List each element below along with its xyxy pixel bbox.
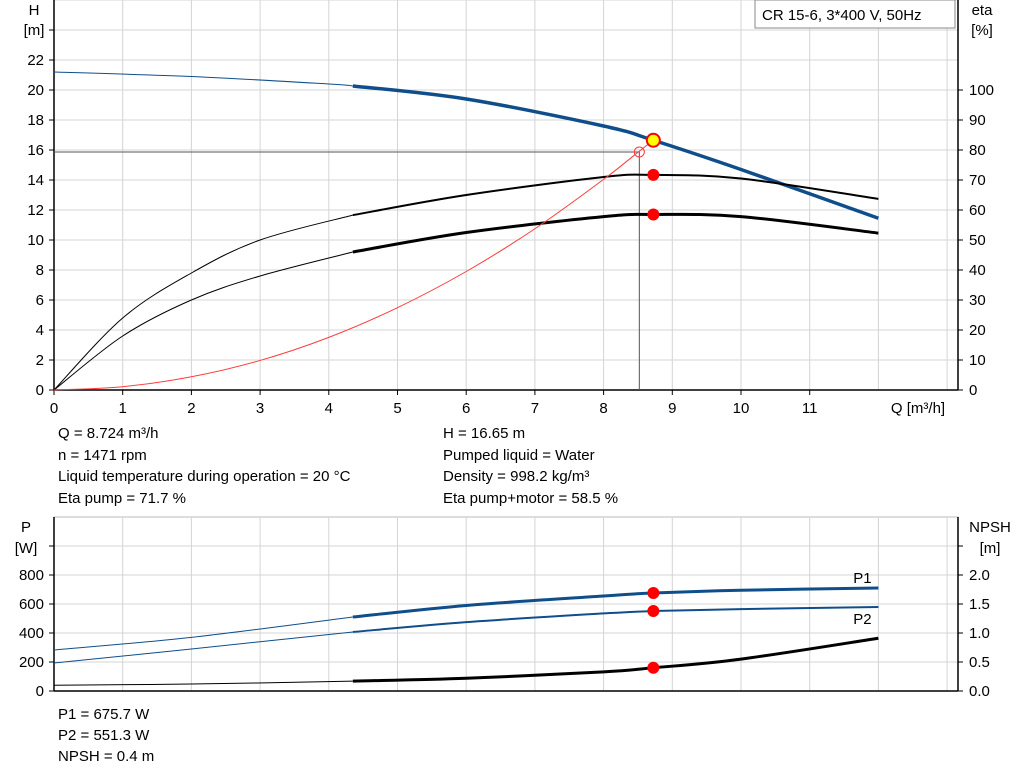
y-axis-unit: [W]	[15, 540, 38, 557]
npsh-curve-thin	[53, 680, 353, 686]
y2-tick-label: 0.0	[969, 683, 990, 700]
info-q: Q = 8.724 m³/h	[58, 425, 159, 442]
info-p1: P1 = 675.7 W	[58, 706, 150, 723]
info-eta-pump-motor: Eta pump+motor = 58.5 %	[443, 490, 619, 507]
y-tick-label: 0	[36, 683, 44, 700]
x-tick-label: 11	[802, 400, 818, 417]
p2-duty-marker	[647, 605, 660, 618]
x-tick-label: 3	[256, 400, 264, 417]
y-tick-label: 18	[27, 112, 44, 129]
eta-pump-curve-thin	[53, 214, 353, 391]
x-tick-label: 10	[733, 400, 750, 417]
y2-tick-label: 90	[969, 112, 986, 129]
y2-axis-unit: [%]	[971, 22, 993, 39]
x-tick-label: 2	[187, 400, 195, 417]
power-npsh-chart: 0 200 400 600 800 0.0 0.5 1.0 1.5 2.0 P [W] NPSH [m] P…	[15, 516, 1011, 700]
x-tick-label: 1	[119, 400, 127, 417]
p2-curve	[352, 606, 879, 633]
eta-pump-motor-duty-marker	[647, 208, 660, 221]
y2-tick-label: 20	[969, 322, 986, 339]
y-tick-label: 400	[19, 625, 44, 642]
y2-tick-label: 60	[969, 202, 986, 219]
info-density: Density = 998.2 kg/m³	[443, 468, 590, 485]
y-tick-label: 6	[36, 292, 44, 309]
y-tick-label: 2	[36, 352, 44, 369]
y-tick-label: 20	[27, 82, 44, 99]
y-tick-label: 22	[27, 52, 44, 69]
p1-label: P1	[853, 570, 871, 587]
y-axis-unit: [m]	[24, 22, 45, 39]
legend-box: CR 15-6, 3*400 V, 50Hz	[754, 0, 956, 29]
legend-title: CR 15-6, 3*400 V, 50Hz	[762, 7, 922, 24]
y2-tick-label: 100	[969, 82, 994, 99]
x-tick-label: 7	[531, 400, 539, 417]
info-temp: Liquid temperature during operation = 20…	[58, 468, 351, 485]
y2-tick-label: 70	[969, 172, 986, 189]
y2-tick-label: 0	[969, 382, 977, 399]
info-p2: P2 = 551.3 W	[58, 727, 150, 744]
y-tick-label: 14	[27, 172, 44, 189]
y2-axis-unit: [m]	[980, 540, 1001, 557]
y2-tick-label: 50	[969, 232, 986, 249]
y2-tick-label: 0.5	[969, 654, 990, 671]
head-efficiency-chart: 0246810121416182022010203040506070809010…	[24, 0, 994, 417]
x-tick-label: 6	[462, 400, 470, 417]
npsh-curve	[352, 636, 879, 683]
y2-tick-label: 80	[969, 142, 986, 159]
x-tick-label: 0	[50, 400, 58, 417]
head-curve	[352, 84, 879, 220]
y-tick-label: 600	[19, 596, 44, 613]
y-tick-label: 10	[27, 232, 44, 249]
y2-tick-label: 2.0	[969, 567, 990, 584]
info-n: n = 1471 rpm	[58, 447, 147, 464]
y-tick-label: 16	[27, 142, 44, 159]
y-axis-label: P	[21, 519, 31, 536]
eta-pump-duty-marker	[647, 168, 660, 181]
npsh-duty-marker	[647, 661, 660, 674]
x-tick-label: 8	[599, 400, 607, 417]
y2-tick-label: 30	[969, 292, 986, 309]
x-tick-label: 9	[668, 400, 676, 417]
y2-axis-label: NPSH	[969, 519, 1011, 536]
y-tick-label: 0	[36, 382, 44, 399]
y2-tick-label: 1.0	[969, 625, 990, 642]
info-h: H = 16.65 m	[443, 425, 526, 442]
x-tick-label: 4	[325, 400, 333, 417]
requested-point-marker	[633, 146, 645, 158]
head-curve-thin	[53, 71, 353, 87]
eta-pump-motor-curve-thin	[53, 251, 353, 391]
y-tick-label: 12	[27, 202, 44, 219]
system-curve	[53, 139, 654, 391]
y-tick-label: 200	[19, 654, 44, 671]
p2-curve-thin	[53, 631, 353, 664]
p2-label: P2	[853, 611, 871, 628]
y-axis-label: H	[29, 2, 40, 19]
y2-tick-label: 10	[969, 352, 986, 369]
y2-axis-label: eta	[972, 2, 994, 19]
eta-pump-curve	[352, 173, 879, 217]
y-tick-label: 4	[36, 322, 44, 339]
p1-curve-thin	[53, 616, 353, 651]
y2-tick-label: 40	[969, 262, 986, 279]
p1-curve	[352, 586, 879, 619]
x-axis-label: Q [m³/h]	[891, 400, 945, 417]
info-npsh: NPSH = 0.4 m	[58, 748, 155, 765]
x-tick-label: 5	[393, 400, 401, 417]
requested-point-guide	[54, 151, 640, 390]
eta-pump-motor-curve	[352, 212, 879, 254]
info-eta-pump: Eta pump = 71.7 %	[58, 490, 186, 507]
p1-duty-marker	[647, 587, 660, 600]
y-tick-label: 800	[19, 567, 44, 584]
y2-tick-label: 1.5	[969, 596, 990, 613]
duty-point-marker	[645, 132, 661, 148]
y-tick-label: 8	[36, 262, 44, 279]
info-liquid: Pumped liquid = Water	[443, 447, 595, 464]
